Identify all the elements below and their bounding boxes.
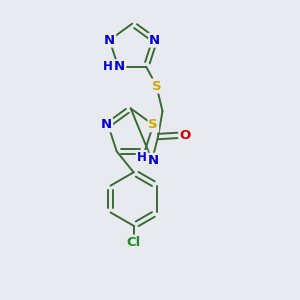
Text: S: S	[152, 80, 161, 92]
Text: Cl: Cl	[127, 236, 141, 249]
Text: N: N	[104, 34, 115, 46]
Text: N: N	[101, 118, 112, 131]
Text: O: O	[179, 129, 190, 142]
Text: S: S	[148, 118, 158, 131]
Text: N: N	[114, 60, 125, 73]
Text: N: N	[149, 34, 160, 46]
Text: H: H	[137, 151, 147, 164]
Text: H: H	[103, 60, 113, 73]
Text: N: N	[148, 154, 159, 167]
